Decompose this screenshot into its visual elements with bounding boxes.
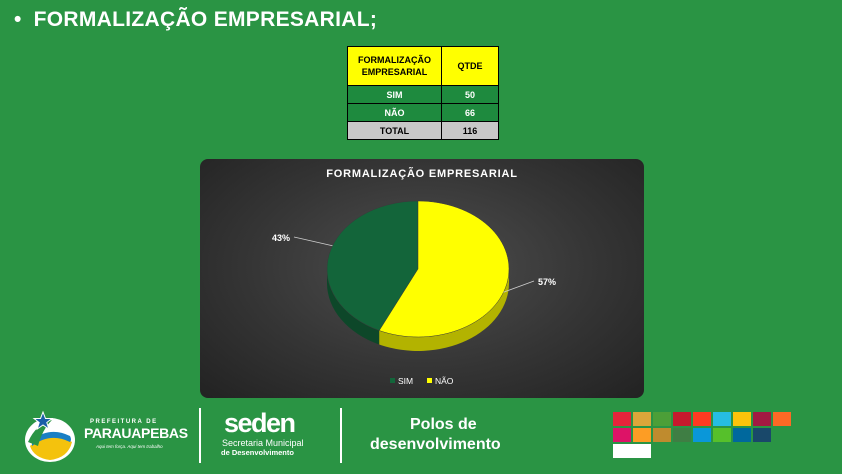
ods-1-icon bbox=[613, 412, 631, 426]
ods-logo-icon bbox=[613, 444, 651, 458]
seden-subtitle-2: de Desenvolvimento bbox=[221, 448, 294, 457]
ods-13-icon bbox=[673, 428, 691, 442]
ods-2-icon bbox=[633, 412, 651, 426]
footer-divider-2 bbox=[340, 408, 342, 463]
pie-side-sim bbox=[327, 269, 380, 345]
data-label-no: 57% bbox=[538, 277, 556, 287]
ods-7-icon bbox=[733, 412, 751, 426]
ods-16-icon bbox=[733, 428, 751, 442]
ods-8-icon bbox=[753, 412, 771, 426]
ods-3-icon bbox=[653, 412, 671, 426]
ods-10-icon bbox=[613, 428, 631, 442]
chart-panel: FORMALIZAÇÃO EMPRESARIAL 43% 57% SIM NÃO bbox=[200, 159, 644, 398]
row-label-sim: SIM bbox=[347, 85, 442, 104]
prefeitura-small-text: PREFEITURA DE bbox=[90, 419, 158, 425]
ods-9-icon bbox=[773, 412, 791, 426]
prefeitura-tagline: Aqui tem força. Aqui tem trabalho bbox=[96, 444, 163, 449]
slide-title: • FORMALIZAÇÃO EMPRESARIAL; bbox=[14, 8, 377, 32]
ods-6-icon bbox=[713, 412, 731, 426]
legend-label-sim: SIM bbox=[398, 376, 413, 386]
title-text: FORMALIZAÇÃO EMPRESARIAL; bbox=[33, 8, 378, 31]
legend-label-no: NÃO bbox=[435, 376, 454, 386]
footer-divider-1 bbox=[199, 408, 201, 463]
header-qtde: QTDE bbox=[441, 46, 499, 86]
leader-line-sim bbox=[293, 236, 333, 247]
ods-11-icon bbox=[633, 428, 651, 442]
pie-chart: FORMALIZAÇÃO EMPRESARIAL 43% 57% SIM NÃO bbox=[272, 167, 556, 386]
ods-5-icon bbox=[693, 412, 711, 426]
table-row: NÃO 66 bbox=[347, 103, 499, 122]
seden-logo-text: seden bbox=[224, 408, 296, 438]
pie-slice-no bbox=[378, 200, 510, 338]
total-value: 116 bbox=[441, 121, 499, 140]
ods-12-icon bbox=[653, 428, 671, 442]
pie-side-no bbox=[379, 269, 509, 351]
table-total-row: TOTAL 116 bbox=[347, 121, 499, 140]
ods-icon-grid bbox=[613, 412, 791, 458]
row-value-nao: 66 bbox=[441, 103, 499, 122]
summary-table: FORMALIZAÇÃO EMPRESARIAL QTDE SIM 50 NÃO… bbox=[347, 46, 499, 140]
polos-line-1: Polos de bbox=[410, 416, 477, 433]
prefeitura-big-text: PARAUAPEBAS bbox=[84, 425, 188, 441]
ods-14-icon bbox=[693, 428, 711, 442]
ods-4-icon bbox=[673, 412, 691, 426]
leader-line-no bbox=[503, 280, 535, 293]
total-label: TOTAL bbox=[347, 121, 442, 140]
title-bullet: • bbox=[14, 8, 22, 31]
chart-title: FORMALIZAÇÃO EMPRESARIAL bbox=[326, 167, 518, 180]
header-formalizacao: FORMALIZAÇÃO EMPRESARIAL bbox=[347, 46, 442, 86]
data-label-sim: 43% bbox=[272, 233, 290, 243]
parauapebas-logo-icon bbox=[25, 410, 75, 462]
row-label-nao: NÃO bbox=[347, 103, 442, 122]
legend-swatch-sim bbox=[390, 378, 395, 383]
polos-line-2: desenvolvimento bbox=[370, 436, 501, 453]
row-value-sim: 50 bbox=[441, 85, 499, 104]
seden-subtitle-1: Secretaria Municipal bbox=[222, 438, 304, 448]
ods-15-icon bbox=[713, 428, 731, 442]
table-row: SIM 50 bbox=[347, 85, 499, 104]
table-header-row: FORMALIZAÇÃO EMPRESARIAL QTDE bbox=[347, 46, 499, 86]
legend-swatch-no bbox=[427, 378, 432, 383]
pie-slice-sim bbox=[326, 200, 419, 331]
ods-17-icon bbox=[753, 428, 771, 442]
footer: PREFEITURA DE PARAUAPEBAS Aqui tem força… bbox=[0, 400, 842, 474]
